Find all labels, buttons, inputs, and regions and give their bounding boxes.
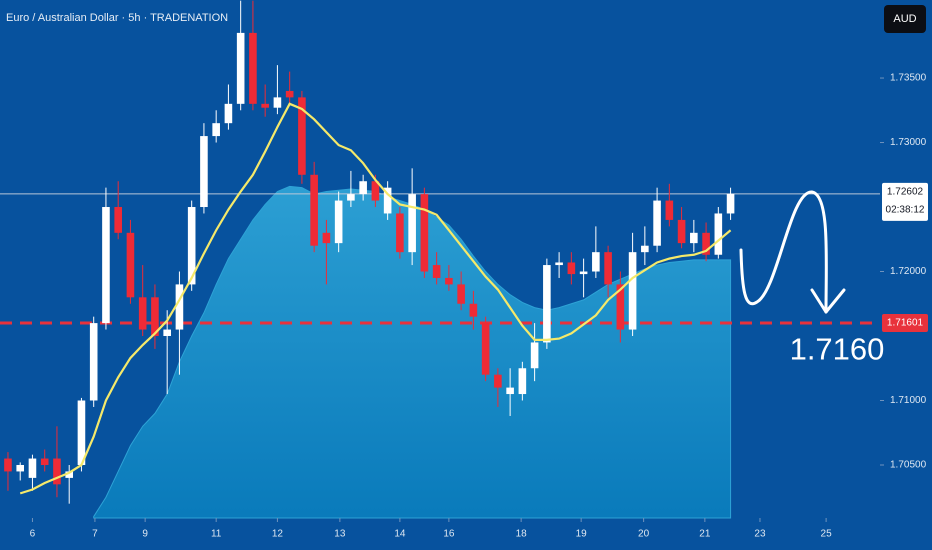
candle-body bbox=[714, 213, 723, 255]
candle-body bbox=[102, 207, 110, 324]
candle-body bbox=[567, 262, 576, 275]
candle-body bbox=[555, 262, 563, 266]
candle-body bbox=[261, 103, 269, 108]
target-price-box bbox=[882, 313, 928, 332]
candle-body bbox=[224, 103, 233, 124]
candle-body bbox=[236, 32, 245, 104]
candle-body bbox=[518, 368, 527, 395]
target-price-label: 1.71601 bbox=[887, 318, 924, 329]
currency-badge bbox=[884, 5, 926, 33]
candle-body bbox=[187, 207, 196, 285]
candle-body bbox=[89, 323, 98, 401]
candle-body bbox=[151, 297, 159, 337]
candle-body bbox=[298, 97, 306, 175]
y-tick-label: 1.72000 bbox=[890, 266, 927, 277]
candle-body bbox=[481, 323, 490, 375]
candle-body bbox=[677, 219, 686, 244]
x-tick-label: 19 bbox=[576, 529, 588, 540]
x-tick-label: 6 bbox=[30, 529, 36, 540]
x-tick-label: 20 bbox=[638, 529, 650, 540]
candle-body bbox=[249, 32, 257, 104]
y-tick-label: 1.70500 bbox=[890, 460, 927, 471]
candle-body bbox=[28, 458, 37, 478]
candle-body bbox=[628, 252, 637, 330]
current-price-label: 1.72602 bbox=[887, 187, 924, 198]
current-price-box bbox=[882, 182, 928, 221]
x-tick-label: 11 bbox=[211, 529, 222, 540]
candle-body bbox=[457, 284, 465, 304]
candle-body bbox=[641, 245, 649, 253]
candle-body bbox=[53, 458, 61, 485]
candle-body bbox=[579, 271, 588, 275]
candle-body bbox=[273, 97, 282, 108]
candle-body bbox=[310, 174, 318, 246]
x-tick-label: 13 bbox=[334, 529, 346, 540]
candle-body bbox=[396, 213, 404, 253]
x-tick-label: 25 bbox=[821, 529, 833, 540]
candle-body bbox=[494, 374, 502, 388]
target-annotation: 1.7160 bbox=[790, 331, 885, 366]
candle-body bbox=[371, 181, 380, 201]
x-tick-label: 9 bbox=[142, 529, 148, 540]
y-tick-label: 1.73500 bbox=[890, 73, 927, 84]
candle-body bbox=[543, 265, 551, 343]
candle-body bbox=[200, 136, 208, 208]
area bbox=[93, 185, 732, 519]
candle-body bbox=[530, 342, 539, 369]
candle-body bbox=[726, 193, 735, 214]
candle-body bbox=[604, 252, 612, 285]
candle-body bbox=[359, 181, 367, 195]
candle-body bbox=[334, 200, 343, 244]
candle-body bbox=[322, 232, 331, 244]
arrow-head bbox=[810, 288, 846, 314]
chart-title: Euro / Australian Dollar · 5h · TRADENAT… bbox=[6, 12, 228, 24]
candle-body bbox=[469, 303, 478, 317]
candle-body bbox=[383, 187, 392, 214]
candle-body bbox=[347, 194, 355, 201]
candle-body bbox=[408, 194, 416, 253]
candle-body bbox=[212, 123, 220, 137]
moving-average bbox=[19, 102, 732, 495]
currency-label: AUD bbox=[893, 13, 916, 25]
candle-body bbox=[420, 194, 429, 272]
x-tick-label: 12 bbox=[272, 529, 284, 540]
y-tick-label: 1.71000 bbox=[890, 395, 927, 406]
candle-body bbox=[4, 458, 12, 472]
candle-body bbox=[40, 458, 49, 465]
candle-body bbox=[138, 297, 147, 330]
candle-body bbox=[65, 471, 73, 478]
x-tick-label: 7 bbox=[92, 529, 98, 540]
x-tick-label: 14 bbox=[394, 529, 406, 540]
candle-body bbox=[77, 400, 86, 465]
candle-body bbox=[702, 232, 710, 255]
candle-body bbox=[16, 464, 25, 472]
candle-body bbox=[445, 277, 453, 285]
hand-drawn-arrow bbox=[739, 190, 828, 314]
candle-body bbox=[126, 232, 135, 298]
candle-body bbox=[163, 329, 171, 337]
x-tick-label: 18 bbox=[516, 529, 528, 540]
y-tick-label: 1.73000 bbox=[890, 137, 927, 148]
candle-body bbox=[506, 387, 514, 395]
x-tick-label: 16 bbox=[443, 529, 455, 540]
x-tick-label: 23 bbox=[754, 529, 766, 540]
candle-body bbox=[616, 284, 625, 330]
candle-body bbox=[653, 200, 661, 246]
candle-body bbox=[592, 252, 600, 272]
candle-body bbox=[665, 200, 674, 220]
countdown-label: 02:38:12 bbox=[886, 205, 925, 216]
candle-body bbox=[690, 232, 698, 244]
candle-body bbox=[285, 90, 294, 98]
candle-body bbox=[175, 284, 184, 330]
candle-body bbox=[432, 265, 441, 278]
x-tick-label: 21 bbox=[699, 529, 711, 540]
candle-body bbox=[114, 207, 122, 233]
